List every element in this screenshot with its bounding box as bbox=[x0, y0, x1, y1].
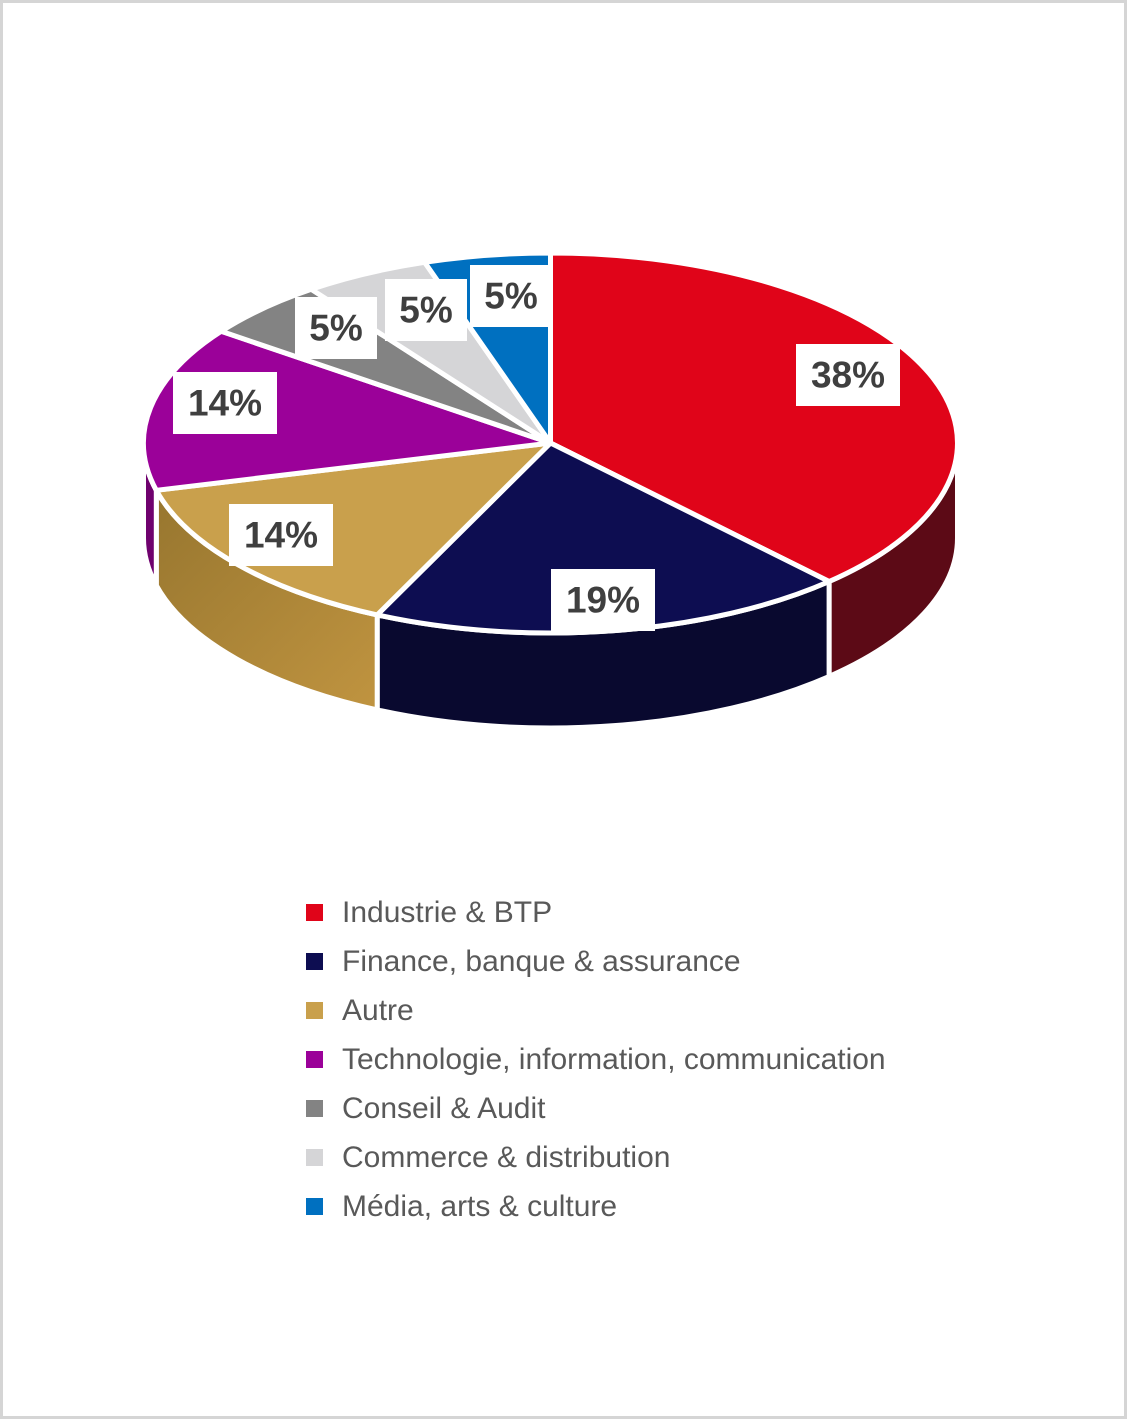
legend-item: Commerce & distribution bbox=[306, 1133, 886, 1182]
legend-label: Autre bbox=[342, 993, 414, 1027]
pie-chart-3d: 38% 19% 14% 14% 5% 5% 5% bbox=[140, 250, 960, 731]
pie-label-box-4 bbox=[295, 297, 377, 359]
pie-label-box-5 bbox=[385, 279, 467, 341]
pie-label-0: 38% bbox=[811, 355, 885, 396]
pie-label-5: 5% bbox=[399, 290, 452, 331]
pie-label-3: 14% bbox=[188, 383, 262, 424]
pie-label-box-2 bbox=[229, 504, 333, 566]
pie-slice-0 bbox=[548, 250, 960, 584]
legend-label: Média, arts & culture bbox=[342, 1189, 618, 1223]
legend-item: Média, arts & culture bbox=[306, 1182, 886, 1231]
pie-label-box-1 bbox=[551, 569, 655, 631]
legend-label: Technologie, information, communication bbox=[342, 1042, 886, 1076]
legend-swatch bbox=[306, 953, 323, 970]
chart-legend: Industrie & BTP Finance, banque & assuran… bbox=[306, 888, 886, 1231]
pie-label-2: 14% bbox=[244, 515, 318, 556]
pie-label-box-0 bbox=[796, 344, 900, 406]
legend-item: Finance, banque & assurance bbox=[306, 937, 886, 986]
legend-label: Finance, banque & assurance bbox=[342, 944, 741, 978]
legend-swatch bbox=[306, 1002, 323, 1019]
legend-label: Conseil & Audit bbox=[342, 1091, 546, 1125]
legend-item: Autre bbox=[306, 986, 886, 1035]
pie-label-box-3 bbox=[173, 372, 277, 434]
pie-label-4: 5% bbox=[309, 308, 362, 349]
legend-label: Commerce & distribution bbox=[342, 1140, 671, 1174]
pie-label-1: 19% bbox=[566, 580, 640, 621]
pie-label-6: 5% bbox=[484, 276, 537, 317]
legend-item: Technologie, information, communication bbox=[306, 1035, 886, 1084]
legend-swatch bbox=[306, 1198, 323, 1215]
pie-slice-3 bbox=[141, 328, 553, 493]
pie-label-box-6 bbox=[470, 265, 552, 327]
legend-swatch bbox=[306, 904, 323, 921]
legend-label: Industrie & BTP bbox=[342, 895, 553, 929]
legend-swatch bbox=[306, 1100, 323, 1117]
legend-swatch bbox=[306, 1149, 323, 1166]
legend-item: Industrie & BTP bbox=[306, 888, 886, 937]
legend-swatch bbox=[306, 1051, 323, 1068]
legend-item: Conseil & Audit bbox=[306, 1084, 886, 1133]
